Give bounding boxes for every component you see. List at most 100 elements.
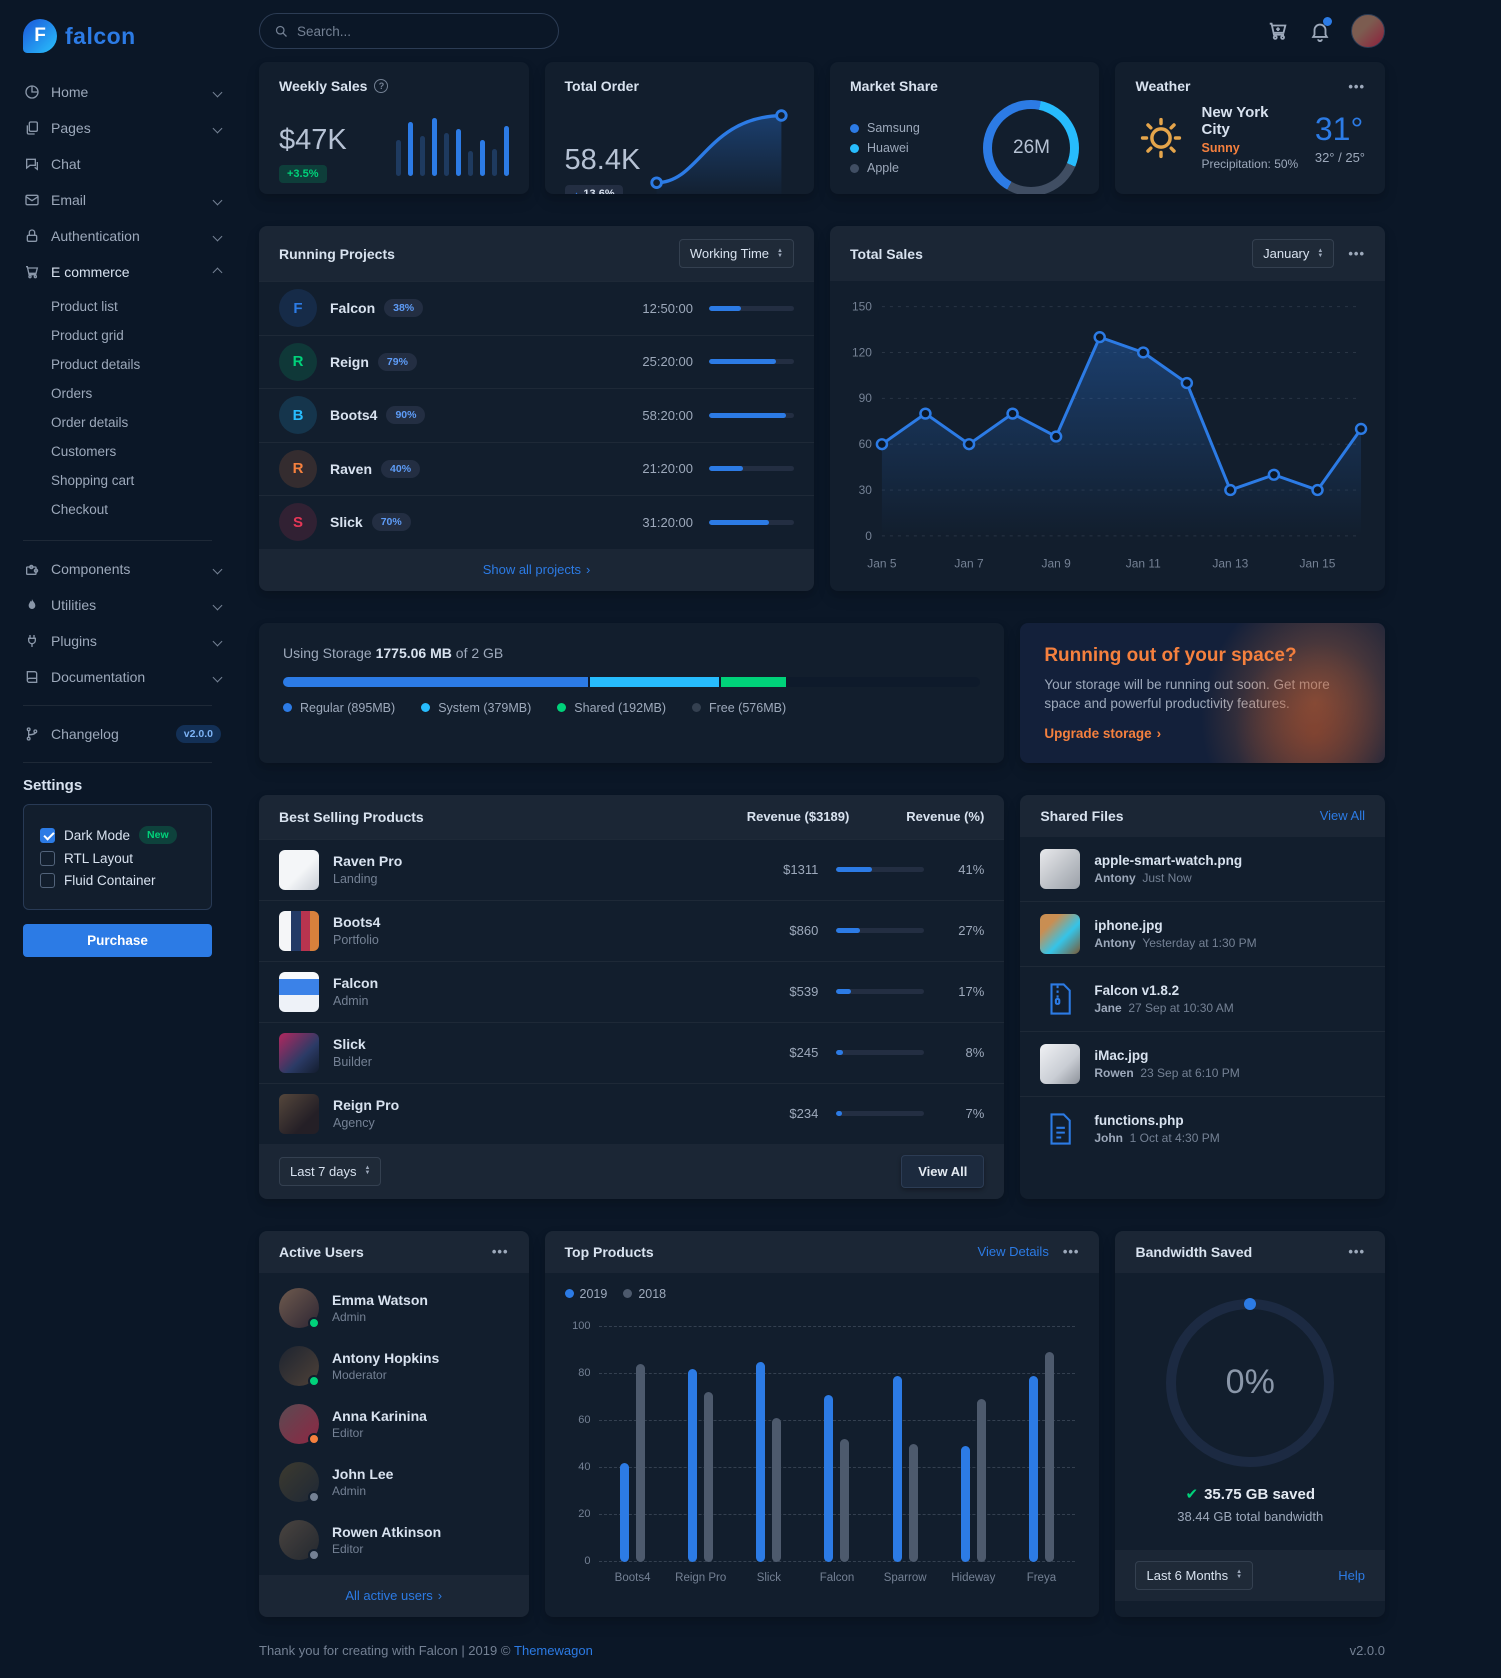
version-badge: v2.0.0 bbox=[175, 725, 221, 743]
sidebar-item-documentation[interactable]: Documentation bbox=[23, 659, 235, 695]
file-row[interactable]: functions.php John 1 Oct at 4:30 PM bbox=[1020, 1095, 1385, 1161]
user-row[interactable]: Rowen Atkinson Editor bbox=[259, 1511, 529, 1569]
project-row[interactable]: R Raven 40% 21:20:00 bbox=[259, 441, 814, 496]
user-row[interactable]: John Lee Admin bbox=[259, 1453, 529, 1511]
sidebar-item-product-grid[interactable]: Product grid bbox=[51, 328, 124, 343]
file-row[interactable]: iMac.jpg Rowen 23 Sep at 6:10 PM bbox=[1020, 1030, 1385, 1096]
help-link[interactable]: Help bbox=[1338, 1567, 1365, 1583]
product-revenue: $234 bbox=[789, 1106, 819, 1122]
product-revenue: $1311 bbox=[783, 862, 819, 878]
sidebar-item-components[interactable]: Components bbox=[23, 551, 235, 587]
sidebar-item-orders[interactable]: Orders bbox=[51, 386, 93, 401]
card-menu-icon[interactable]: ••• bbox=[1348, 246, 1365, 261]
top-products-card: Top Products View Details ••• 2019 2018 … bbox=[544, 1230, 1100, 1617]
bar bbox=[407, 122, 413, 176]
sidebar-item-order-details[interactable]: Order details bbox=[51, 415, 129, 430]
bar-2019 bbox=[892, 1375, 902, 1562]
brand-name: falcon bbox=[65, 22, 136, 49]
product-row[interactable]: Raven Pro Landing $1311 41% bbox=[259, 838, 1005, 900]
search-input[interactable] bbox=[297, 23, 544, 39]
bandwidth-saved-text: ✔ 35.75 GB saved bbox=[1185, 1485, 1315, 1503]
product-revenue: $245 bbox=[789, 1045, 819, 1061]
view-details-link[interactable]: View Details bbox=[977, 1244, 1049, 1260]
show-all-projects-link[interactable]: Show all projects › bbox=[259, 548, 814, 591]
upgrade-storage-link[interactable]: Upgrade storage › bbox=[1044, 725, 1162, 741]
storage-segment bbox=[720, 676, 787, 687]
fluid-container-checkbox[interactable]: Fluid Container bbox=[40, 873, 195, 888]
weather-precipitation: Precipitation: 50% bbox=[1201, 157, 1299, 171]
project-avatar: F bbox=[279, 289, 317, 328]
sidebar-item-shopping-cart[interactable]: Shopping cart bbox=[51, 473, 135, 488]
product-row[interactable]: Slick Builder $245 8% bbox=[259, 1021, 1005, 1083]
cart-icon[interactable] bbox=[1267, 20, 1289, 42]
sidebar-item-authentication[interactable]: Authentication bbox=[23, 218, 235, 254]
sidebar-item-plugins[interactable]: Plugins bbox=[23, 623, 235, 659]
sidebar-item-chat[interactable]: Chat bbox=[23, 146, 235, 182]
last-7-days-select[interactable]: Last 7 days ▲ ▼ bbox=[279, 1156, 382, 1186]
project-row[interactable]: R Reign 79% 25:20:00 bbox=[259, 334, 814, 389]
user-row[interactable]: Antony Hopkins Moderator bbox=[259, 1337, 529, 1395]
sidebar-item-email[interactable]: Email bbox=[23, 182, 235, 218]
view-all-link[interactable]: View All bbox=[1319, 808, 1365, 824]
card-menu-icon[interactable]: ••• bbox=[1348, 1244, 1365, 1260]
chevron-right-icon: › bbox=[1156, 725, 1162, 741]
svg-text:Jan 7: Jan 7 bbox=[954, 556, 983, 570]
svg-text:90: 90 bbox=[859, 391, 873, 405]
rtl-layout-checkbox[interactable]: RTL Layout bbox=[40, 851, 195, 866]
sidebar-item-ecommerce[interactable]: E commerce bbox=[23, 254, 235, 290]
bandwidth-total-text: 38.44 GB total bandwidth bbox=[1177, 1508, 1324, 1524]
sidebar-item-home[interactable]: Home bbox=[23, 74, 235, 110]
project-row[interactable]: S Slick 70% 31:20:00 bbox=[259, 495, 814, 549]
sidebar-item-customers[interactable]: Customers bbox=[51, 444, 117, 459]
check-icon: ✔ bbox=[1185, 1485, 1199, 1503]
sidebar-item-pages[interactable]: Pages bbox=[23, 110, 235, 146]
file-row[interactable]: iphone.jpg Antony Yesterday at 1:30 PM bbox=[1020, 900, 1385, 966]
dark-mode-checkbox[interactable]: Dark Mode New bbox=[40, 826, 195, 844]
card-menu-icon[interactable]: ••• bbox=[1062, 1244, 1080, 1260]
brand-logo[interactable]: F falcon bbox=[23, 14, 235, 58]
select-arrows-icon: ▲ ▼ bbox=[1236, 1569, 1243, 1581]
revenue-column-header: Revenue ($3189) bbox=[746, 809, 850, 825]
bell-icon[interactable] bbox=[1309, 17, 1332, 42]
purchase-button[interactable]: Purchase bbox=[23, 924, 212, 957]
weather-range: 32° / 25° bbox=[1314, 149, 1365, 165]
sidebar-item-product-details[interactable]: Product details bbox=[51, 357, 141, 372]
legend-dot bbox=[623, 1289, 633, 1299]
divider bbox=[23, 762, 212, 763]
pages-icon bbox=[23, 120, 40, 136]
card-title: Market Share bbox=[850, 78, 938, 94]
card-menu-icon[interactable]: ••• bbox=[1348, 78, 1365, 94]
sidebar-item-checkout[interactable]: Checkout bbox=[51, 502, 109, 517]
file-row[interactable]: Falcon v1.8.2 Jane 27 Sep at 10:30 AM bbox=[1020, 965, 1385, 1031]
project-row[interactable]: B Boots4 90% 58:20:00 bbox=[259, 388, 814, 442]
storage-used: 1775.06 MB bbox=[375, 644, 452, 661]
sidebar-item-product-list[interactable]: Product list bbox=[51, 299, 118, 314]
space-body: Your storage will be running out soon. G… bbox=[1044, 676, 1330, 712]
last-6-months-select[interactable]: Last 6 Months ▲ ▼ bbox=[1135, 1560, 1254, 1590]
product-row[interactable]: Falcon Admin $539 17% bbox=[259, 960, 1005, 1022]
help-icon[interactable]: ? bbox=[374, 79, 389, 93]
themewagon-link[interactable]: Themewagon bbox=[514, 1642, 593, 1658]
product-row[interactable]: Boots4 Portfolio $860 27% bbox=[259, 899, 1005, 961]
product-revenue: $860 bbox=[789, 923, 819, 939]
project-avatar: R bbox=[279, 449, 317, 488]
month-select[interactable]: January ▲ ▼ bbox=[1252, 239, 1335, 268]
top-products-bar-chart: 0 20 40 60 80 100 Boots4 Reign Pro Slick Falcon Sp… bbox=[565, 1320, 1080, 1584]
all-active-users-link[interactable]: All active users › bbox=[259, 1574, 529, 1617]
product-thumbnail bbox=[279, 849, 319, 890]
card-menu-icon[interactable]: ••• bbox=[491, 1244, 509, 1260]
file-row[interactable]: apple-smart-watch.png Antony Just Now bbox=[1020, 837, 1385, 901]
bar-2018 bbox=[840, 1439, 850, 1562]
product-row[interactable]: Reign Pro Agency $234 7% bbox=[259, 1082, 1005, 1144]
project-row[interactable]: F Falcon 38% 12:50:00 bbox=[259, 281, 814, 335]
sidebar-item-changelog[interactable]: Changelog v2.0.0 bbox=[23, 716, 235, 752]
working-time-select[interactable]: Working Time ▲ ▼ bbox=[678, 239, 794, 268]
card-title: Top Products bbox=[564, 1243, 654, 1260]
user-row[interactable]: Anna Karinina Editor bbox=[259, 1395, 529, 1453]
sidebar-item-utilities[interactable]: Utilities bbox=[23, 587, 235, 623]
total-order-badge: ▲13.6% bbox=[564, 185, 623, 194]
view-all-button[interactable]: View All bbox=[901, 1154, 985, 1188]
user-row[interactable]: Emma Watson Admin bbox=[259, 1279, 529, 1337]
user-avatar[interactable] bbox=[1351, 14, 1385, 48]
